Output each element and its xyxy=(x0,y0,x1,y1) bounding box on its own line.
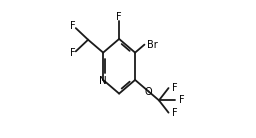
Text: F: F xyxy=(116,12,122,22)
Text: N: N xyxy=(99,76,107,86)
Text: F: F xyxy=(70,48,75,58)
Text: F: F xyxy=(70,22,75,31)
Text: F: F xyxy=(172,83,178,93)
Text: F: F xyxy=(179,95,184,105)
Text: Br: Br xyxy=(147,40,158,50)
Text: F: F xyxy=(172,108,178,118)
Text: O: O xyxy=(145,87,152,97)
